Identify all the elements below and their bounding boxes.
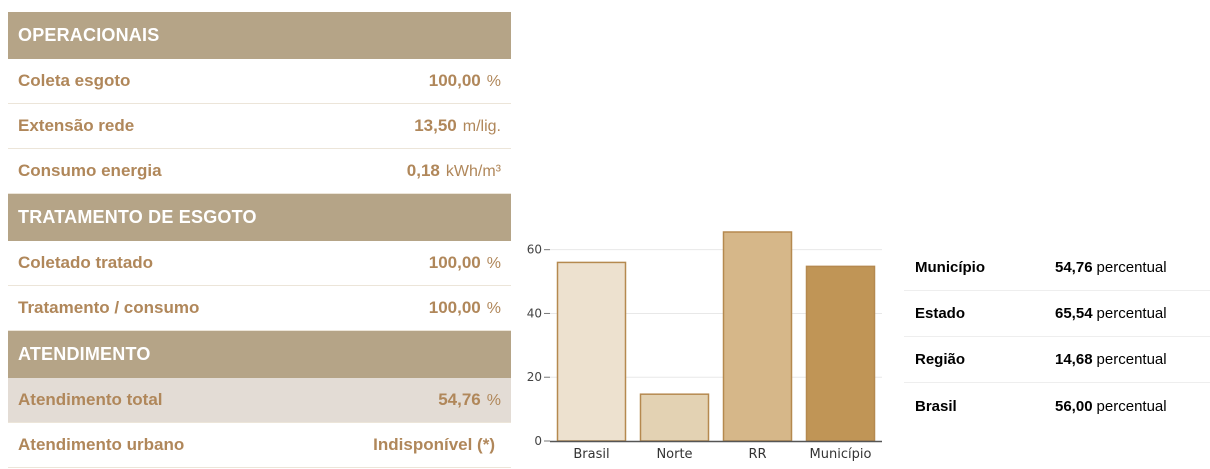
indicator-value-wrap: 13,50 m/lig. (414, 116, 501, 136)
indicator-row-tratamento-consumo: Tratamento / consumo 100,00% (8, 286, 511, 331)
indicator-label: Consumo energia (18, 161, 162, 180)
indicator-label: Coletado tratado (18, 253, 154, 272)
comparison-unit: percentual (1096, 397, 1167, 415)
comparison-unit: percentual (1096, 259, 1167, 276)
comparison-table: Município 54,76 percentual Estado 65,54 pe… (904, 245, 1210, 429)
indicator-unit: % (486, 255, 501, 272)
bar-chart-svg: 0 20 40 60 Brasil Norte RR Município (527, 231, 882, 462)
comparison-value: 54,76 (1055, 259, 1093, 276)
indicator-label: Tratamento / consumo (18, 298, 200, 317)
comparison-row-regiao: Região 14,68 percentual (904, 337, 1210, 383)
x-tick-label: Brasil (573, 447, 609, 462)
indicator-value: 13,50 (414, 116, 457, 135)
comparison-label: Região (915, 351, 966, 368)
indicator-row-atendimento-total[interactable]: Atendimento total 54,76% (8, 378, 511, 423)
comparison-unit: percentual (1096, 351, 1167, 368)
indicator-value: Indisponível (*) (373, 435, 495, 454)
comparison-row-brasil: Brasil 56,00 percentual (904, 383, 1210, 429)
y-tick-label: 0 (534, 434, 542, 448)
section-header: TRATAMENTO DE ESGOTO (8, 194, 511, 241)
comparison-value: 65,54 (1055, 305, 1093, 322)
x-tick-label: RR (748, 447, 766, 462)
section-header: OPERACIONAIS (8, 12, 511, 59)
indicator-unit: % (486, 392, 501, 409)
indicator-value: 100,00 (428, 71, 481, 90)
comparison-bar-chart: 0 20 40 60 Brasil Norte RR Município (520, 218, 890, 469)
comparison-row-estado: Estado 65,54 percentual (904, 291, 1210, 337)
indicator-value-wrap: 100,00% (429, 253, 501, 273)
comparison-value-wrap: 65,54 percentual (1055, 305, 1167, 322)
comparison-label: Brasil (915, 397, 957, 415)
bar (805, 265, 876, 442)
indicator-label: Atendimento urbano (18, 435, 185, 454)
comparison-value-wrap: 54,76 percentual (1055, 259, 1167, 276)
comparison-unit: percentual (1096, 305, 1167, 322)
indicator-unit: kWh/m³ (445, 163, 501, 180)
indicator-label: Extensão rede (18, 116, 135, 135)
indicator-unit: % (486, 73, 501, 90)
indicator-row-extensao-rede: Extensão rede 13,50 m/lig. (8, 104, 511, 149)
indicator-unit: m/lig. (462, 118, 501, 135)
indicator-value: 100,00 (428, 253, 481, 272)
bar (639, 393, 710, 442)
section-tratamento: TRATAMENTO DE ESGOTO Coletado tratado 10… (8, 194, 511, 331)
x-tick-label: Norte (656, 447, 692, 462)
indicator-value-wrap: 54,76% (438, 390, 501, 410)
indicator-value: 100,00 (428, 298, 481, 317)
comparison-value-wrap: 56,00 percentual (1055, 398, 1167, 415)
section-operacionais: OPERACIONAIS Coleta esgoto 100,00% Exten… (8, 12, 511, 194)
indicator-label: Atendimento total (18, 390, 163, 409)
indicator-value-wrap: Indisponível (*) (373, 435, 501, 455)
indicator-label: Coleta esgoto (18, 71, 131, 90)
indicator-value-wrap: 100,00% (429, 298, 501, 318)
comparison-value-wrap: 14,68 percentual (1055, 351, 1167, 368)
section-header: ATENDIMENTO (8, 331, 511, 378)
indicator-value: 54,76 (438, 390, 481, 409)
indicator-unit: % (486, 300, 501, 317)
bar (556, 261, 627, 442)
comparison-value: 56,00 (1055, 397, 1093, 415)
indicator-table: OPERACIONAIS Coleta esgoto 100,00% Exten… (8, 12, 511, 468)
section-atendimento: ATENDIMENTO Atendimento total 54,76% Ate… (8, 331, 511, 468)
indicator-value: 0,18 (406, 161, 440, 180)
indicator-row-coleta-esgoto: Coleta esgoto 100,00% (8, 59, 511, 104)
y-tick-label: 20 (527, 370, 542, 384)
y-tick-label: 60 (527, 243, 542, 257)
comparison-label: Município (915, 259, 985, 276)
x-tick-label: Município (810, 447, 872, 462)
comparison-value: 14,68 (1055, 351, 1093, 368)
y-tick-label: 40 (527, 306, 542, 320)
indicator-value-wrap: 100,00% (429, 71, 501, 91)
indicator-row-consumo-energia: Consumo energia 0,18 kWh/m³ (8, 149, 511, 194)
indicator-row-coletado-tratado: Coletado tratado 100,00% (8, 241, 511, 286)
indicator-row-atendimento-urbano[interactable]: Atendimento urbano Indisponível (*) (8, 423, 511, 468)
comparison-row-municipio: Município 54,76 percentual (904, 245, 1210, 291)
comparison-label: Estado (915, 305, 966, 322)
indicator-value-wrap: 0,18 kWh/m³ (407, 161, 501, 181)
bar (722, 231, 793, 442)
